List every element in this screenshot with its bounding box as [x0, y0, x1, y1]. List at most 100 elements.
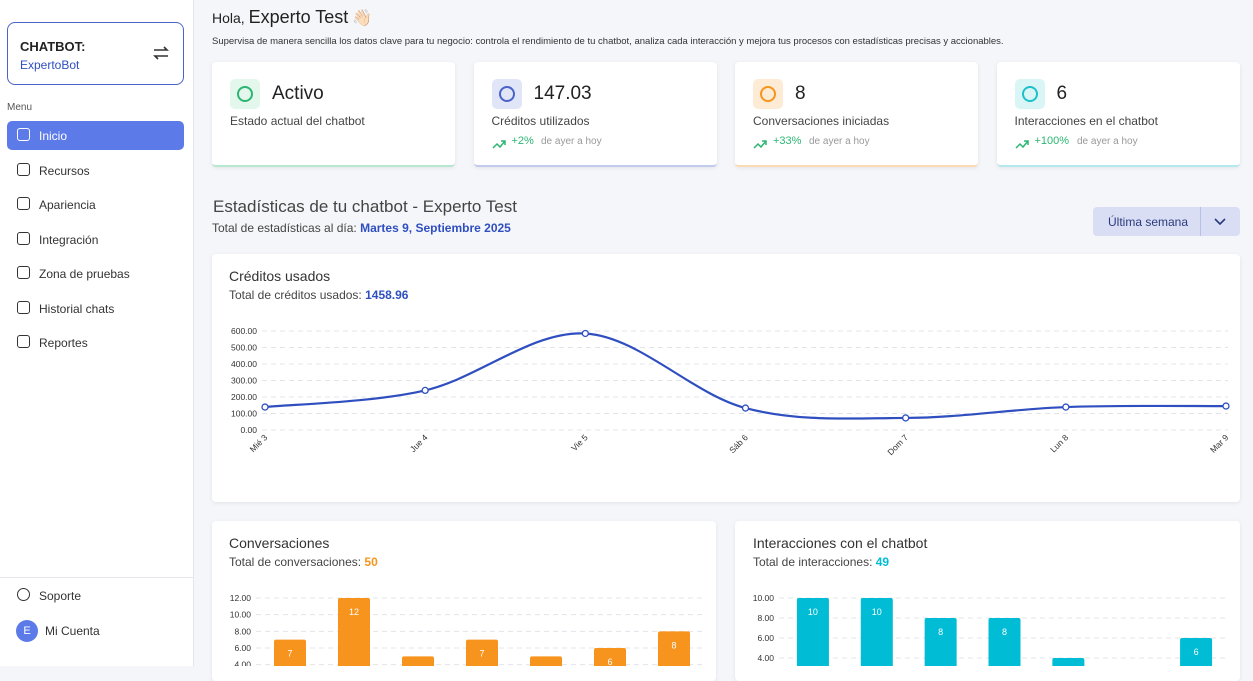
stat-card: 6 Interacciones en el chatbot +100% de ayer…: [996, 62, 1240, 167]
menu-text: Historial chats: [39, 301, 115, 316]
chevron: [1214, 218, 1226, 226]
card-note: de ayer a hoy: [809, 136, 870, 147]
point: [902, 414, 910, 422]
bar: [466, 639, 498, 666]
menu-text: Integración: [39, 232, 99, 247]
card-label: Interacciones en el chatbot: [1014, 114, 1158, 128]
point: [1062, 403, 1070, 411]
bar-label: 12: [349, 607, 359, 617]
bar-label: 10: [872, 607, 882, 617]
total-label: Total de interacciones:: [753, 555, 873, 569]
bar: [274, 639, 306, 666]
bar-label: 6: [607, 657, 612, 666]
y-tick-label: 8.00: [757, 613, 774, 623]
y-tick-label: 4.00: [234, 660, 251, 666]
chart-subtitle: Total de conversaciones: 50: [229, 555, 378, 569]
y-tick-label: 6.00: [234, 643, 251, 653]
stat-card: 8 Conversaciones iniciadas +33% de ayer a h…: [735, 62, 978, 167]
total: 50: [364, 555, 378, 569]
stat-card: 147.03 Créditos utilizados +2% de ayer a ho…: [473, 62, 717, 167]
stats-date: Total de estadísticas al día: Martes 9, …: [212, 221, 511, 235]
bar: [658, 631, 690, 666]
card-note: de ayer a hoy: [1077, 136, 1138, 147]
x-tick-label: Vie 5: [569, 432, 590, 453]
user-name: Experto Test: [248, 7, 349, 27]
card-label: Créditos utilizados: [491, 114, 590, 128]
trend-icon: [491, 136, 506, 154]
y-tick-label: 10.00: [753, 593, 775, 603]
menu-text: Inicio: [39, 129, 68, 143]
chart-title: Conversaciones: [229, 535, 330, 551]
card-value: 147.03: [533, 83, 592, 104]
greeting: Hola, Experto Test 👋🏻: [212, 7, 372, 28]
total-label: Total de créditos usados:: [229, 288, 362, 302]
bar: [594, 648, 626, 666]
line-panel: [212, 254, 1240, 502]
dashboard: CHATBOT: ExpertoBot Menu Soporte E Mi Cu…: [0, 0, 1240, 666]
y-tick-label: 200.00: [231, 392, 257, 402]
card-value: Activo: [272, 83, 324, 104]
menu-item[interactable]: Integración: [7, 225, 184, 254]
date: Martes 9, Septiembre 2025: [360, 221, 511, 235]
menu-item[interactable]: Zona de pruebas: [7, 259, 184, 288]
bar: [1052, 658, 1085, 666]
card-icon: [491, 79, 522, 109]
menu-item[interactable]: Recursos: [7, 156, 184, 185]
menu-label: Menu: [7, 102, 33, 113]
chart-subtitle: Total de créditos usados: 1458.96: [229, 288, 408, 302]
point: [261, 403, 269, 411]
total: 49: [875, 555, 890, 569]
x-tick-label: Sáb 6: [727, 432, 750, 455]
menu-item[interactable]: Apariencia: [7, 190, 184, 219]
y-tick-label: 500.00: [231, 343, 257, 353]
menu-item[interactable]: Inicio: [7, 121, 184, 150]
y-tick-label: 300.00: [231, 376, 257, 386]
card-label: Conversaciones iniciadas: [753, 114, 890, 128]
x-tick-label: Mié 3: [248, 432, 270, 454]
bar: [988, 618, 1021, 666]
stats-title: Estadísticas de tu chatbot - Experto Tes…: [213, 197, 517, 216]
bar-label: 7: [287, 649, 292, 659]
avatar: E: [16, 620, 38, 642]
swap-icon: [153, 46, 169, 60]
x-tick-label: Dom 7: [885, 432, 910, 457]
card-change: +33%: [773, 135, 802, 147]
bar: [860, 598, 893, 666]
bar: [530, 656, 562, 666]
card-value: 6: [1056, 83, 1068, 104]
charts: 0.00 100.00 200.00 300.00 400.00 500.00 600.00…: [230, 326, 1231, 666]
card-icon: [230, 79, 260, 109]
menu-item[interactable]: Reportes: [7, 328, 184, 357]
menu-item[interactable]: Soporte: [7, 581, 184, 610]
emoji: 👋🏻: [352, 10, 373, 27]
bot-selector[interactable]: CHATBOT: ExpertoBot: [7, 22, 184, 85]
bar-label: 7: [479, 649, 484, 659]
range-text: Última semana: [1108, 215, 1189, 229]
y-tick-label: 6.00: [757, 633, 774, 643]
chart-title: Interacciones con el chatbot: [753, 535, 928, 551]
total-label: Total de conversaciones:: [229, 555, 362, 569]
x-tick-label: Jue 4: [408, 432, 430, 454]
range-dropdown[interactable]: Última semana: [1093, 207, 1240, 236]
card-change: +100%: [1034, 135, 1070, 147]
chart-subtitle: Total de interacciones: 49: [753, 555, 889, 569]
brand-label: CHATBOT:: [20, 39, 86, 54]
x-tick-label: Lun 8: [1048, 432, 1070, 454]
card-note: de ayer a hoy: [541, 136, 602, 147]
y-tick-label: 400.00: [231, 359, 257, 369]
y-tick-label: 600.00: [231, 326, 257, 336]
stat-card: Activo Estado actual del chatbot: [212, 62, 455, 167]
card-value: 8: [795, 83, 806, 104]
card-icon: [1014, 79, 1045, 109]
menu-text: Recursos: [39, 163, 90, 178]
menu-item[interactable]: Historial chats: [7, 294, 184, 323]
trend-icon: [1014, 136, 1029, 154]
bar-label: 8: [1002, 627, 1007, 637]
menu-text: Zona de pruebas: [39, 267, 130, 281]
x-tick-label: Mar 9: [1208, 432, 1231, 455]
bar: [924, 618, 957, 666]
chart-title: Créditos usados: [229, 268, 331, 284]
point: [1222, 402, 1230, 410]
account-link[interactable]: Mi Cuenta: [45, 624, 100, 638]
bar-label: 8: [938, 627, 943, 637]
